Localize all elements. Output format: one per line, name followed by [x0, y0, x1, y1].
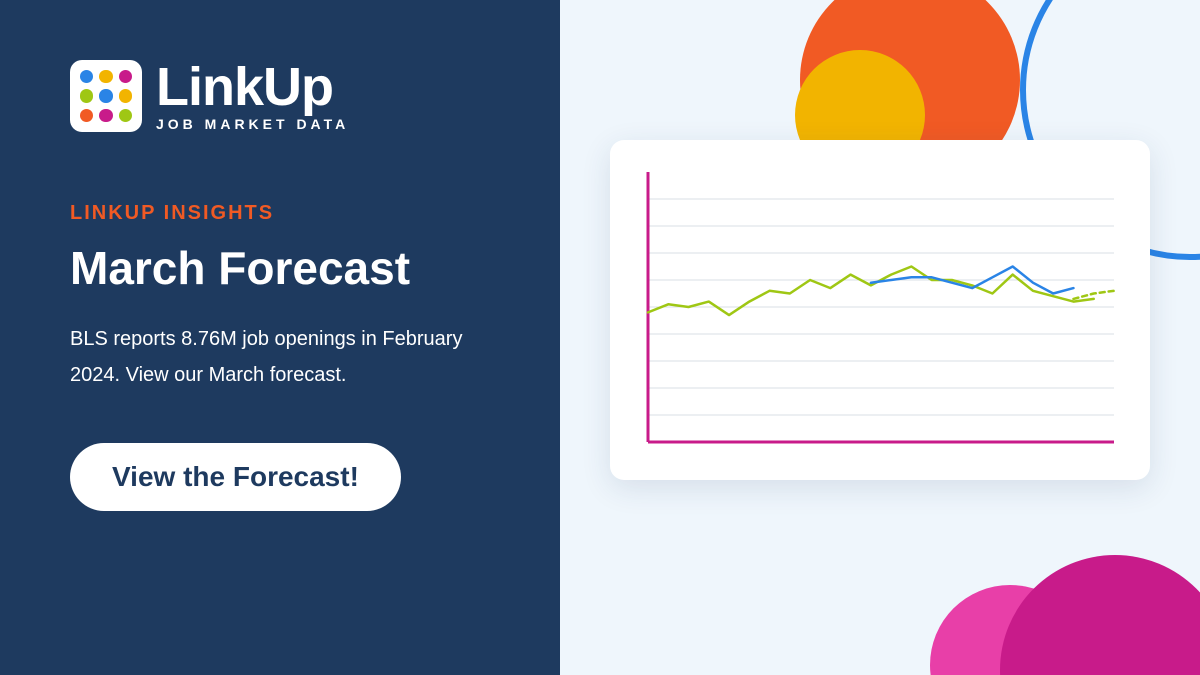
eyebrow: LINKUP INSIGHTS	[70, 202, 500, 225]
logo-grid-icon	[70, 60, 142, 132]
body-text: BLS reports 8.76M job openings in Februa…	[70, 321, 490, 393]
logo-dot	[80, 109, 93, 122]
left-panel: LinkUp JOB MARKET DATA LINKUP INSIGHTS M…	[0, 0, 560, 675]
page-title: March Forecast	[70, 241, 500, 295]
right-panel	[560, 0, 1200, 675]
decorative-circle-pink	[1000, 555, 1200, 675]
logo: LinkUp JOB MARKET DATA	[70, 60, 500, 132]
logo-name: LinkUp	[156, 60, 349, 114]
logo-dot	[99, 109, 112, 122]
logo-dot	[99, 89, 112, 102]
logo-dot	[119, 89, 132, 102]
logo-dot	[119, 109, 132, 122]
logo-tagline: JOB MARKET DATA	[156, 116, 349, 132]
logo-dot	[99, 70, 112, 83]
chart-card	[610, 140, 1150, 480]
logo-dot	[80, 89, 93, 102]
promo-card: LinkUp JOB MARKET DATA LINKUP INSIGHTS M…	[0, 0, 1200, 675]
view-forecast-button[interactable]: View the Forecast!	[70, 443, 401, 511]
line-chart	[642, 168, 1118, 448]
logo-text: LinkUp JOB MARKET DATA	[156, 60, 349, 132]
chart-svg	[642, 168, 1118, 448]
logo-dot	[80, 70, 93, 83]
logo-dot	[119, 70, 132, 83]
